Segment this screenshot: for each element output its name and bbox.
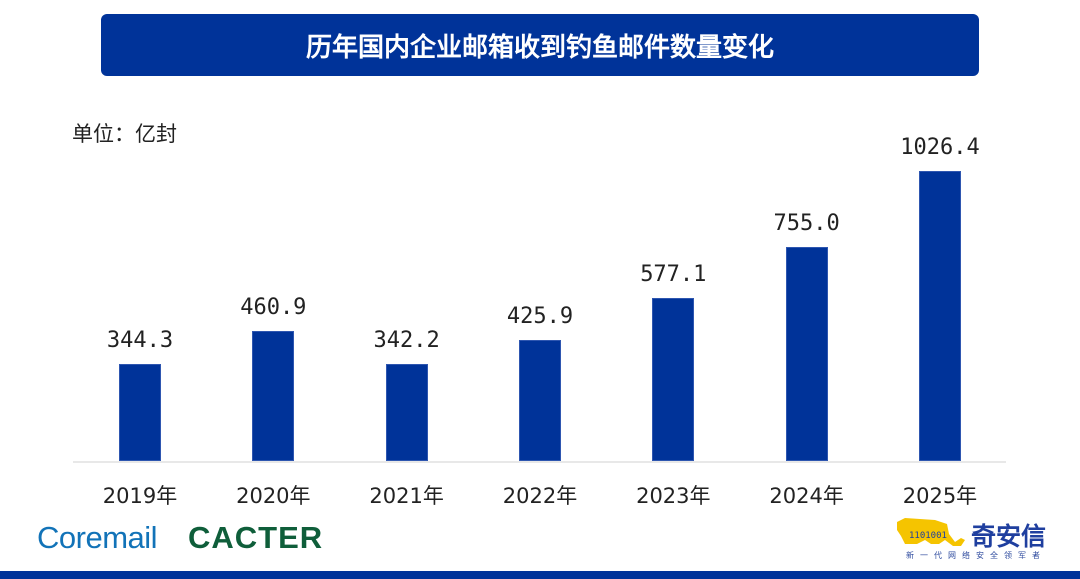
bar-2025: [918, 170, 961, 461]
bar-2022: [518, 340, 561, 461]
x-axis-label: 2023年: [636, 484, 711, 508]
chart-title: 历年国内企业邮箱收到钓鱼邮件数量变化: [305, 32, 774, 63]
bar-value-label: 342.2: [373, 328, 440, 354]
bar-value-label: 460.9: [240, 294, 307, 320]
bar-value-label: 755.0: [773, 211, 840, 237]
tiger-icon: 1101001: [897, 518, 965, 546]
x-axis-label: 2025年: [902, 484, 978, 508]
bar-value-label: 1026.4: [900, 134, 980, 160]
x-axis-label: 2021年: [369, 484, 444, 508]
bar-2019: [119, 363, 161, 461]
svg-text:1101001: 1101001: [909, 531, 947, 541]
title-banner: 历年国内企业邮箱收到钓鱼邮件数量变化: [101, 14, 979, 76]
qax-name: 奇安信: [971, 522, 1047, 551]
bar-2020: [252, 330, 295, 461]
qax-logo: 1101001: [895, 516, 1065, 561]
bar-2024: [785, 247, 828, 461]
footer-bar: [0, 571, 1080, 579]
coremail-logo: Coremail: [37, 520, 158, 555]
bar-value-label: 344.3: [106, 327, 174, 353]
x-axis-label: 2020年: [236, 484, 311, 508]
bar-2021: [385, 364, 428, 461]
bar-value-label: 425.9: [506, 304, 574, 330]
x-axis-label: 2019年: [102, 484, 178, 508]
x-axis-label: 2024年: [769, 484, 844, 508]
x-axis-label: 2022年: [502, 484, 578, 508]
bar-2023: [652, 297, 695, 461]
qax-slogan: 新一代网络安全领军者: [906, 551, 1046, 560]
unit-label: 单位：亿封: [72, 122, 177, 146]
x-axis-line: [73, 461, 1006, 463]
cacter-logo: CACTER: [188, 520, 324, 555]
bar-value-label: 577.1: [640, 261, 707, 287]
